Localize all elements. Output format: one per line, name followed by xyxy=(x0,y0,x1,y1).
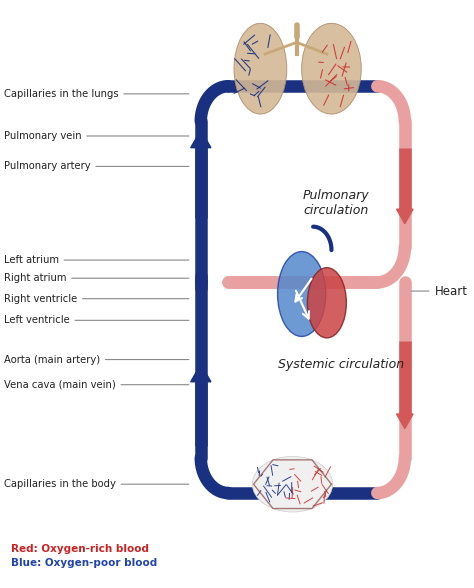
Ellipse shape xyxy=(252,456,333,512)
Polygon shape xyxy=(397,414,413,429)
Text: Left ventricle: Left ventricle xyxy=(4,315,189,325)
Text: Blue: Oxygen-poor blood: Blue: Oxygen-poor blood xyxy=(10,558,157,568)
Text: Pulmonary vein: Pulmonary vein xyxy=(4,131,189,141)
Polygon shape xyxy=(191,364,211,382)
Polygon shape xyxy=(191,130,211,148)
Ellipse shape xyxy=(301,24,361,114)
Text: Red: Oxygen-rich blood: Red: Oxygen-rich blood xyxy=(10,543,148,553)
Text: Capillaries in the body: Capillaries in the body xyxy=(4,479,189,489)
Text: Aorta (main artery): Aorta (main artery) xyxy=(4,355,189,365)
Ellipse shape xyxy=(278,252,326,336)
Text: Right ventricle: Right ventricle xyxy=(4,293,189,303)
Text: Pulmonary artery: Pulmonary artery xyxy=(4,162,189,172)
Text: Left atrium: Left atrium xyxy=(4,255,189,265)
Ellipse shape xyxy=(234,24,287,114)
Text: Heart: Heart xyxy=(411,285,468,298)
Text: Capillaries in the lungs: Capillaries in the lungs xyxy=(4,89,189,99)
Text: Right atrium: Right atrium xyxy=(4,273,189,283)
Ellipse shape xyxy=(307,268,346,338)
Text: Pulmonary
circulation: Pulmonary circulation xyxy=(303,189,369,218)
Text: Systemic circulation: Systemic circulation xyxy=(278,358,404,370)
Text: Vena cava (main vein): Vena cava (main vein) xyxy=(4,380,189,390)
Polygon shape xyxy=(397,209,413,224)
